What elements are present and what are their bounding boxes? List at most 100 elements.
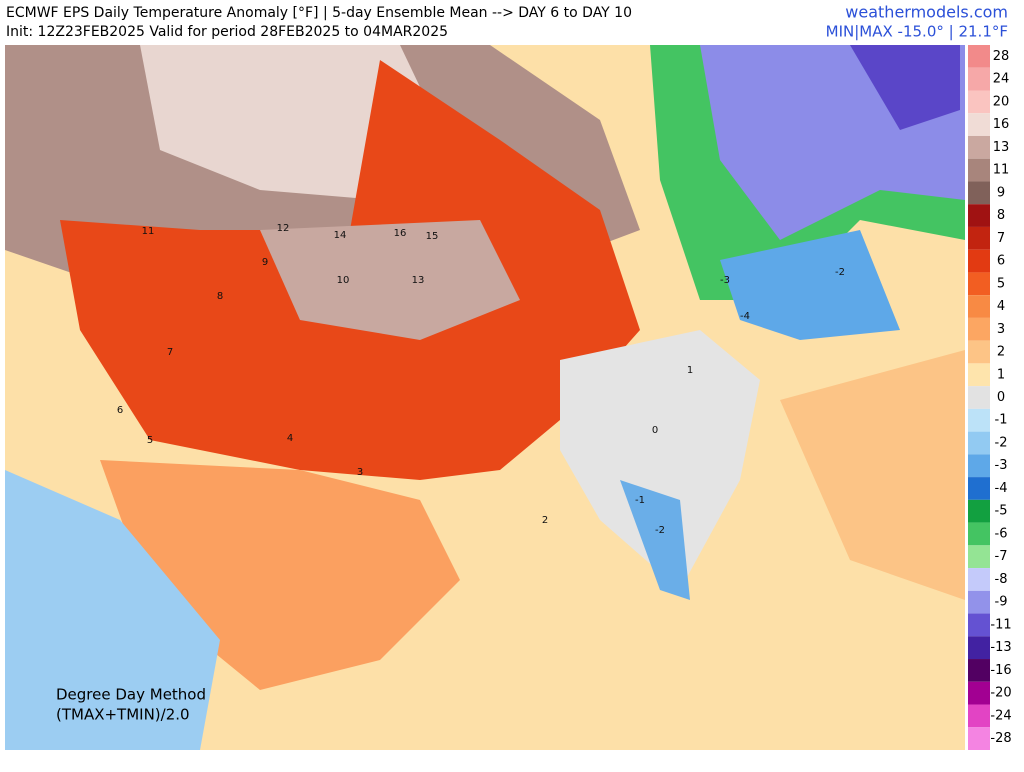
colorbar-swatch <box>968 45 990 68</box>
colorbar-swatch <box>968 272 990 296</box>
colorbar-swatch <box>968 340 990 364</box>
colorbar-swatch <box>968 545 990 569</box>
colorbar-label: 3 <box>997 322 1005 337</box>
colorbar-swatch <box>968 704 990 728</box>
map-value: 9 <box>262 257 268 268</box>
method-line2: (TMAX+TMIN)/2.0 <box>56 706 190 724</box>
colorbar-label: 20 <box>993 94 1010 109</box>
colorbar-label: -20 <box>990 686 1011 701</box>
colorbar-swatch <box>968 408 990 432</box>
colorbar-label: 7 <box>997 231 1005 246</box>
colorbar-label: 5 <box>997 276 1005 291</box>
colorbar-label: -9 <box>995 595 1008 610</box>
colorbar-label: 1 <box>997 367 1005 382</box>
colorbar-swatch <box>968 454 990 478</box>
atlantic-warm <box>780 350 965 600</box>
colorbar-swatch <box>968 613 990 637</box>
colorbar-swatch <box>968 67 990 91</box>
map-value: 7 <box>167 347 173 358</box>
colorbar-swatch <box>968 499 990 523</box>
colorbar-label: 8 <box>997 208 1005 223</box>
map-value: 8 <box>217 291 223 302</box>
map-value: -3 <box>720 275 730 286</box>
colorbar-swatch <box>968 158 990 182</box>
colorbar-swatch <box>968 204 990 227</box>
subtitle: Init: 12Z23FEB2025 Valid for period 28FE… <box>6 24 448 40</box>
pacific-cool <box>5 470 220 750</box>
colorbar-swatch <box>968 249 990 273</box>
colorbar-label: -6 <box>995 526 1008 541</box>
map-value: -2 <box>835 267 845 278</box>
colorbar-swatch <box>968 568 990 591</box>
map-value: 6 <box>117 405 123 416</box>
map-value: -1 <box>635 495 645 506</box>
colorbar-swatch <box>968 636 990 660</box>
colorbar-swatch <box>968 727 990 750</box>
map-value: 11 <box>142 226 155 237</box>
map-value: -4 <box>740 311 750 322</box>
colorbar-label: -5 <box>995 504 1008 519</box>
florida <box>620 480 690 600</box>
map-value: 14 <box>334 230 347 241</box>
site: weathermodels.com <box>845 3 1008 22</box>
colorbar-swatch <box>968 181 990 205</box>
colorbar-swatch <box>968 226 990 250</box>
map-value: 0 <box>652 425 658 436</box>
colorbar-label: -1 <box>995 413 1008 428</box>
colorbar-swatch <box>968 113 990 136</box>
colorbar-label: -8 <box>995 572 1008 587</box>
colorbar-swatch <box>968 386 990 409</box>
colorbar-label: 0 <box>997 390 1005 405</box>
colorbar-label: 28 <box>993 49 1010 64</box>
map-value: 4 <box>287 433 293 444</box>
colorbar-label: 2 <box>997 345 1005 360</box>
colorbar-swatch <box>968 522 990 546</box>
colorbar-label: 13 <box>993 140 1010 155</box>
map-value: 5 <box>147 435 153 446</box>
title: ECMWF EPS Daily Temperature Anomaly [°F]… <box>6 5 632 21</box>
colorbar-label: 16 <box>993 117 1010 132</box>
map-value: 2 <box>542 515 548 526</box>
map-value: 10 <box>337 275 350 286</box>
colorbar-label: -2 <box>995 435 1008 450</box>
map <box>5 45 965 750</box>
colorbar-label: -3 <box>995 458 1008 473</box>
colorbar-swatch <box>968 477 990 500</box>
colorbar-swatch <box>968 363 990 387</box>
colorbar-label: -4 <box>995 481 1008 496</box>
colorbar-swatch <box>968 317 990 341</box>
colorbar-swatch <box>968 135 990 159</box>
colorbar-swatch <box>968 659 990 682</box>
colorbar-label: 4 <box>997 299 1005 314</box>
colorbar-swatch <box>968 295 990 318</box>
new-england <box>720 230 900 340</box>
colorbar-label: 9 <box>997 185 1005 200</box>
map-value: -2 <box>655 525 665 536</box>
southeast <box>560 330 760 590</box>
map-value: 16 <box>394 228 407 239</box>
colorbar-label: -7 <box>995 549 1008 564</box>
map-value: 15 <box>426 231 439 242</box>
colorbar-label: -11 <box>990 617 1011 632</box>
colorbar-label: 6 <box>997 254 1005 269</box>
labrador-cold <box>850 45 960 130</box>
colorbar-swatch <box>968 431 990 455</box>
colorbar-label: -24 <box>990 708 1011 723</box>
colorbar-swatch <box>968 90 990 114</box>
colorbar-label: 11 <box>993 163 1010 178</box>
map-value: 3 <box>357 467 363 478</box>
plains-warm <box>260 220 520 340</box>
colorbar-label: -28 <box>990 731 1011 746</box>
colorbar-swatch <box>968 681 990 705</box>
colorbar-label: -16 <box>990 663 1011 678</box>
map-value: 1 <box>687 365 693 376</box>
colorbar: 28 24 20 16 13 11 9 8 7 6 5 4 3 2 1 0 -1 -2 -3 -4 -5 -6 -7 -8 -9… <box>968 45 1012 750</box>
colorbar-label: -13 <box>990 640 1011 655</box>
map-value: 13 <box>412 275 425 286</box>
method-line1: Degree Day Method <box>56 686 206 704</box>
map-value: 12 <box>277 223 290 234</box>
colorbar-label: 24 <box>993 72 1010 87</box>
